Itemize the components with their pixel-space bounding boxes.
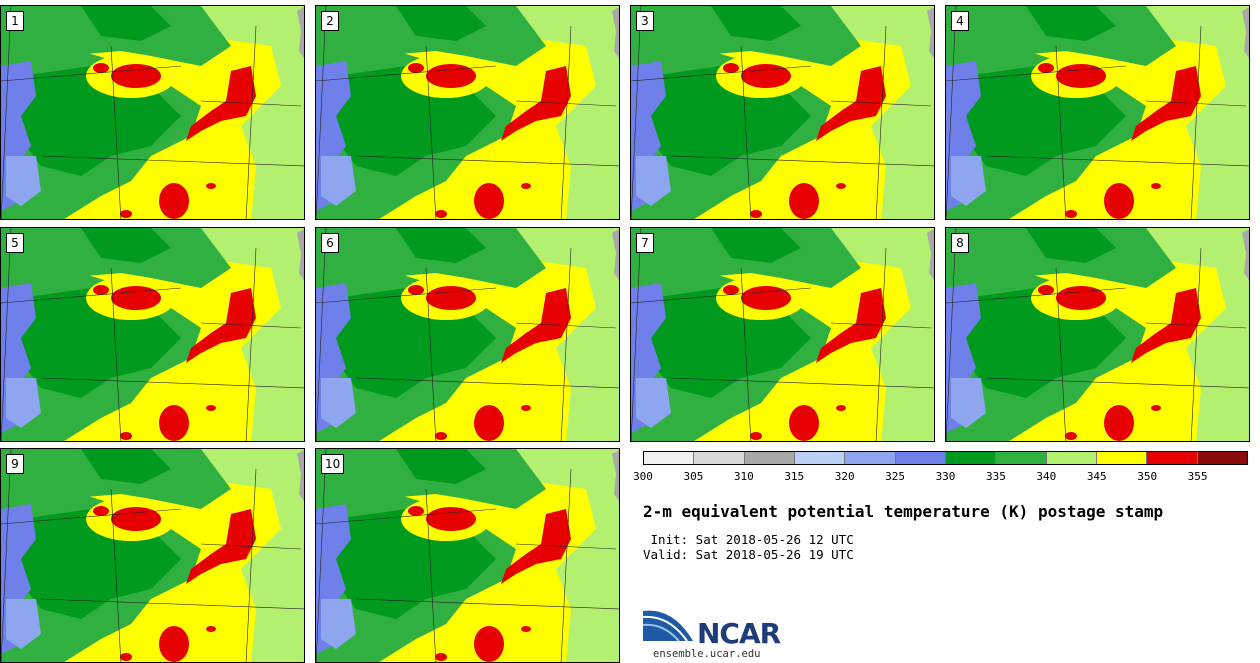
- member-label: 1: [6, 11, 24, 31]
- init-time: Init: Sat 2018-05-26 12 UTC: [643, 532, 854, 547]
- colorbar-segment-7: [996, 452, 1047, 464]
- logo-url[interactable]: ensemble.ucar.edu: [653, 648, 761, 660]
- colorbar-tick-label: 335: [985, 470, 1006, 483]
- map-image: [1, 6, 305, 220]
- postage-stamp-panel-1: 1: [0, 5, 305, 220]
- postage-stamp-panel-7: 7: [630, 227, 935, 442]
- map-image: [631, 6, 935, 220]
- colorbar-tick-label: 340: [1036, 470, 1057, 483]
- colorbar-tick-label: 355: [1187, 470, 1208, 483]
- colorbar-tick-label: 350: [1137, 470, 1158, 483]
- map-image: [946, 6, 1250, 220]
- valid-time: Valid: Sat 2018-05-26 19 UTC: [643, 547, 854, 562]
- time-info: Init: Sat 2018-05-26 12 UTC Valid: Sat 2…: [643, 532, 854, 562]
- colorbar-segment-10: [1147, 452, 1198, 464]
- map-image: [1, 228, 305, 442]
- map-image: [946, 228, 1250, 442]
- colorbar-segment-1: [694, 452, 745, 464]
- colorbar-segment-4: [845, 452, 896, 464]
- ncar-logo-icon: [643, 610, 693, 642]
- member-label: 6: [321, 233, 339, 253]
- member-label: 10: [321, 454, 345, 474]
- plot-title: 2-m equivalent potential temperature (K)…: [643, 502, 1164, 521]
- colorbar-tick-label: 325: [885, 470, 906, 483]
- colorbar-tick-label: 305: [683, 470, 704, 483]
- member-label: 2: [321, 11, 339, 31]
- member-label: 9: [6, 454, 24, 474]
- colorbar-segment-2: [744, 452, 795, 464]
- colorbar-segment-0: [644, 452, 695, 464]
- colorbar-tick-label: 300: [633, 470, 653, 483]
- map-image: [631, 228, 935, 442]
- colorbar: [643, 451, 1248, 465]
- postage-stamp-panel-5: 5: [0, 227, 305, 442]
- map-image: [316, 228, 620, 442]
- colorbar-tick-label: 330: [935, 470, 956, 483]
- colorbar-segment-8: [1046, 452, 1097, 464]
- colorbar-tick-label: 320: [834, 470, 855, 483]
- postage-stamp-panel-3: 3: [630, 5, 935, 220]
- postage-stamp-panel-6: 6: [315, 227, 620, 442]
- colorbar-segment-6: [945, 452, 997, 464]
- member-label: 7: [636, 233, 654, 253]
- colorbar-segment-5: [895, 452, 946, 464]
- member-label: 4: [951, 11, 969, 31]
- colorbar-segment-3: [794, 452, 846, 464]
- colorbar-tick-label: 315: [784, 470, 805, 483]
- colorbar-tick-label: 310: [733, 470, 754, 483]
- postage-stamp-panel-9: 9: [0, 448, 305, 663]
- map-image: [316, 449, 620, 663]
- ncar-logo-text: NCAR: [697, 617, 781, 650]
- postage-stamp-panel-10: 10: [315, 448, 620, 663]
- map-image: [316, 6, 620, 220]
- member-label: 8: [951, 233, 969, 253]
- map-image: [1, 449, 305, 663]
- colorbar-tick-label: 345: [1086, 470, 1107, 483]
- colorbar-segment-11: [1197, 452, 1247, 464]
- colorbar-segment-9: [1096, 452, 1148, 464]
- member-label: 5: [6, 233, 24, 253]
- member-label: 3: [636, 11, 654, 31]
- colorbar-ticks: 300 305 310 315 320 325 330 335 340 345 350 355: [633, 470, 1248, 484]
- postage-stamp-panel-4: 4: [945, 5, 1250, 220]
- postage-stamp-panel-8: 8: [945, 227, 1250, 442]
- postage-stamp-panel-2: 2: [315, 5, 620, 220]
